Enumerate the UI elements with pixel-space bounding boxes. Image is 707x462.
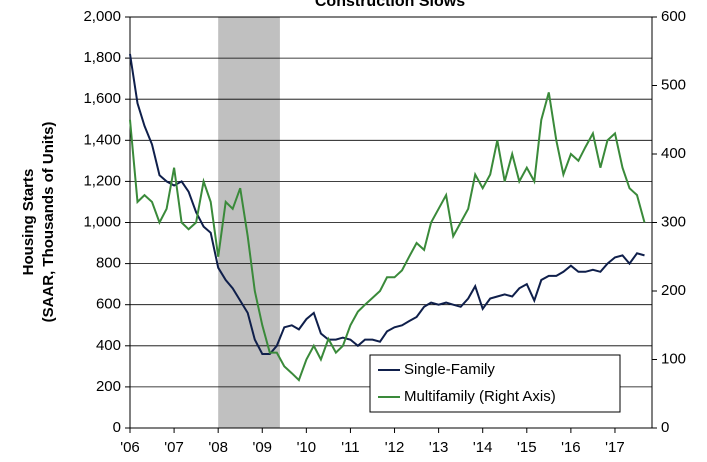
y-tick-label: 1,200 [83, 172, 121, 189]
y-tick-label: 400 [96, 337, 121, 354]
legend-box [369, 354, 621, 413]
chart-title: Construction Slows [315, 0, 465, 10]
x-tick-label: '07 [164, 439, 184, 456]
y2-tick-label: 0 [661, 419, 669, 436]
y-tick-label: 1,800 [83, 49, 121, 66]
y-tick-label: 0 [113, 419, 121, 436]
y2-tick-label: 100 [661, 350, 686, 367]
y2-tick-label: 500 [661, 76, 686, 93]
y2-tick-label: 400 [661, 145, 686, 162]
y2-tick-label: 200 [661, 282, 686, 299]
x-tick-label: '17 [605, 439, 625, 456]
x-tick-label: '15 [517, 439, 537, 456]
x-tick-label: '12 [385, 439, 405, 456]
y-axis-label-line: Housing Starts [20, 169, 37, 276]
x-tick-label: '08 [208, 439, 228, 456]
legend-label: Multifamily (Right Axis) [404, 388, 556, 405]
y2-tick-label: 600 [661, 8, 686, 25]
legend: Single-Family Multifamily (Right Axis) [369, 354, 621, 413]
y-tick-label: 1,600 [83, 90, 121, 107]
x-tick-label: '09 [252, 439, 272, 456]
legend-label: Single-Family [404, 361, 495, 378]
x-tick-label: '06 [120, 439, 140, 456]
y2-tick-label: 300 [661, 213, 686, 230]
series-line [129, 53, 645, 355]
y-axis-label: Housing Starts (SAAR, Thousands of Units… [20, 122, 57, 323]
y-tick-label: 800 [96, 255, 121, 272]
x-tick-label: '10 [297, 439, 317, 456]
x-tick-label: '16 [561, 439, 581, 456]
y-tick-label: 600 [96, 296, 121, 313]
y-tick-label: 1,400 [83, 131, 121, 148]
x-tick-label: '11 [341, 439, 359, 456]
y-tick-label: 2,000 [83, 8, 121, 25]
y-tick-label: 1,000 [83, 213, 121, 230]
series-line [129, 92, 646, 382]
x-tick-label: '13 [429, 439, 449, 456]
y-axis-label-line: (SAAR, Thousands of Units) [40, 122, 57, 323]
plot-frame [129, 16, 653, 429]
x-tick-label: '14 [473, 439, 493, 456]
y-tick-label: 200 [96, 378, 121, 395]
